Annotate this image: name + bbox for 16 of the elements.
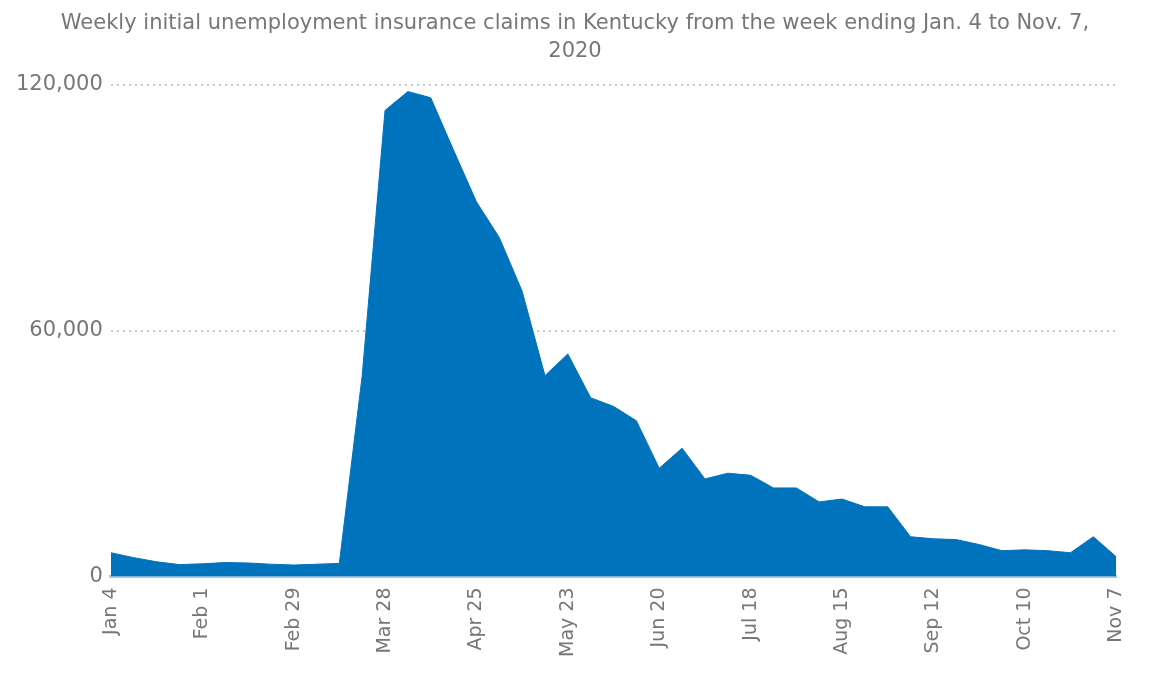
y-tick-label: 0 xyxy=(89,562,103,587)
x-tick-label: Aug 15 xyxy=(828,587,851,655)
y-tick-label: 60,000 xyxy=(29,317,103,341)
x-tick-label: Nov 7 xyxy=(1103,587,1126,643)
x-tick-label: May 23 xyxy=(554,587,577,657)
x-tick-label: Jul 18 xyxy=(737,587,760,642)
x-tick-label: Feb 29 xyxy=(280,587,303,652)
x-tick-label: Apr 25 xyxy=(463,587,486,651)
x-tick-label: Jan 4 xyxy=(97,587,120,636)
x-tick-label: Sep 12 xyxy=(920,587,943,654)
chart-title: Weekly initial unemployment insurance claims in Kentucky from the week ending Jan. 4 to Nov. 7, 2020 xyxy=(59,9,1091,64)
x-tick-label: Oct 10 xyxy=(1011,587,1034,651)
x-tick-label: Mar 28 xyxy=(371,587,394,654)
x-tick-label: Feb 1 xyxy=(189,587,212,640)
y-tick-label: 120,000 xyxy=(16,71,103,96)
x-tick-label: Jun 20 xyxy=(646,587,669,649)
